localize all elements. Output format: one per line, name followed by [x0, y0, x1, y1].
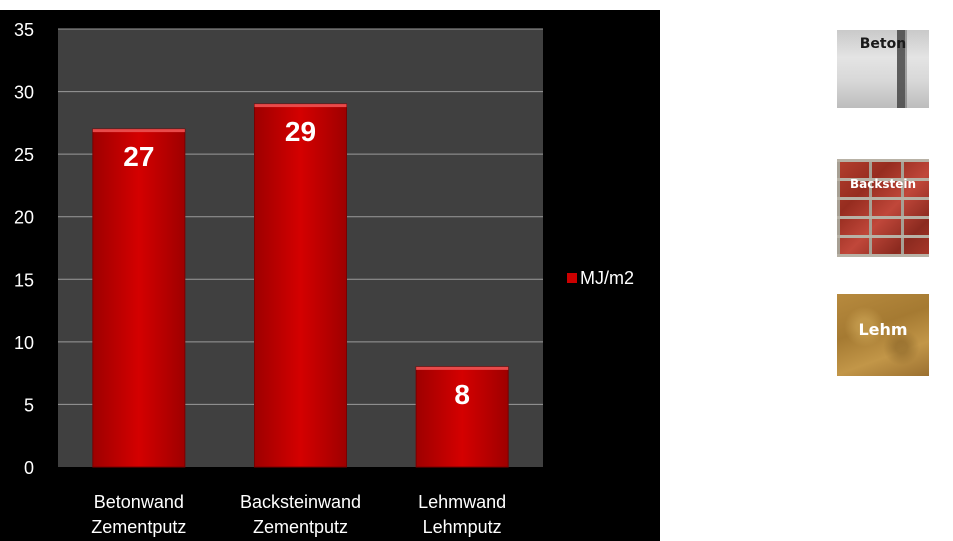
backstein-texture-image: Backstein	[837, 159, 929, 257]
y-tick-label: 30	[14, 83, 34, 103]
beton-texture-image: Beton	[837, 30, 929, 108]
thumbnail-label-beton: Beton	[859, 36, 907, 52]
y-tick-label: 0	[24, 458, 34, 478]
bar	[254, 103, 347, 468]
data-label: 8	[454, 379, 470, 410]
legend-swatch	[567, 273, 577, 283]
y-tick-label: 25	[14, 145, 34, 165]
legend-label: MJ/m2	[580, 268, 634, 288]
thumbnail-label-backstein: Backstein	[849, 177, 916, 191]
x-tick-label: Lehmputz	[423, 517, 502, 537]
bar-highlight	[416, 366, 509, 370]
chart-panel: 0 5 10 15 20 25 30 35 27 Betonwand Zementputz 29 Bac…	[0, 10, 660, 541]
x-tick-label: Betonwand	[94, 492, 184, 512]
y-tick-label: 35	[14, 20, 34, 40]
bar-highlight	[254, 104, 347, 108]
data-label: 29	[285, 116, 316, 147]
y-tick-label: 15	[14, 270, 34, 290]
y-tick-label: 10	[14, 333, 34, 353]
data-label: 27	[123, 141, 154, 172]
x-tick-label: Zementputz	[253, 517, 348, 537]
bar-chart: 0 5 10 15 20 25 30 35 27 Betonwand Zementputz 29 Bac…	[14, 20, 634, 537]
bar-highlight	[92, 129, 185, 133]
thumbnail-label-lehm: Lehm	[858, 320, 908, 339]
x-tick-label: Lehmwand	[418, 492, 506, 512]
x-tick-label: Zementputz	[91, 517, 186, 537]
y-tick-label: 5	[24, 395, 34, 415]
bar	[92, 128, 186, 468]
lehm-texture-image: Lehm	[837, 294, 929, 376]
x-tick-label: Backsteinwand	[240, 492, 361, 512]
y-tick-label: 20	[14, 208, 34, 228]
